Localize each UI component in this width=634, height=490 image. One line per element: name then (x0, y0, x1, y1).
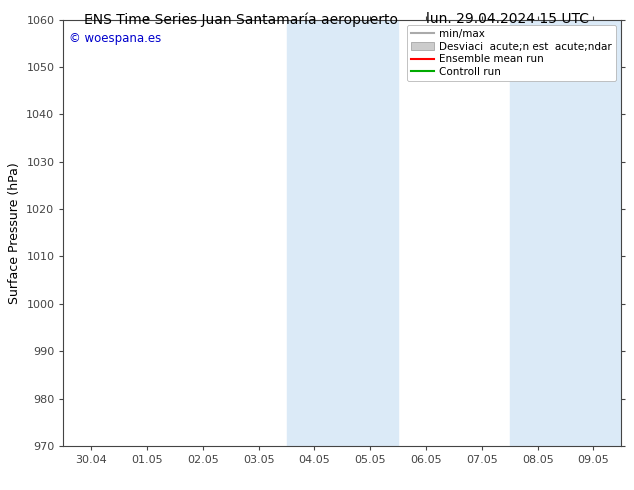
Text: lun. 29.04.2024 15 UTC: lun. 29.04.2024 15 UTC (425, 12, 589, 26)
Legend: min/max, Desviaci  acute;n est  acute;ndar, Ensemble mean run, Controll run: min/max, Desviaci acute;n est acute;ndar… (407, 25, 616, 81)
Text: ENS Time Series Juan Santamaría aeropuerto: ENS Time Series Juan Santamaría aeropuer… (84, 12, 398, 27)
Bar (510, 20, 621, 446)
Y-axis label: Surface Pressure (hPa): Surface Pressure (hPa) (8, 162, 21, 304)
Text: © woespana.es: © woespana.es (69, 32, 161, 46)
Bar (287, 20, 398, 446)
